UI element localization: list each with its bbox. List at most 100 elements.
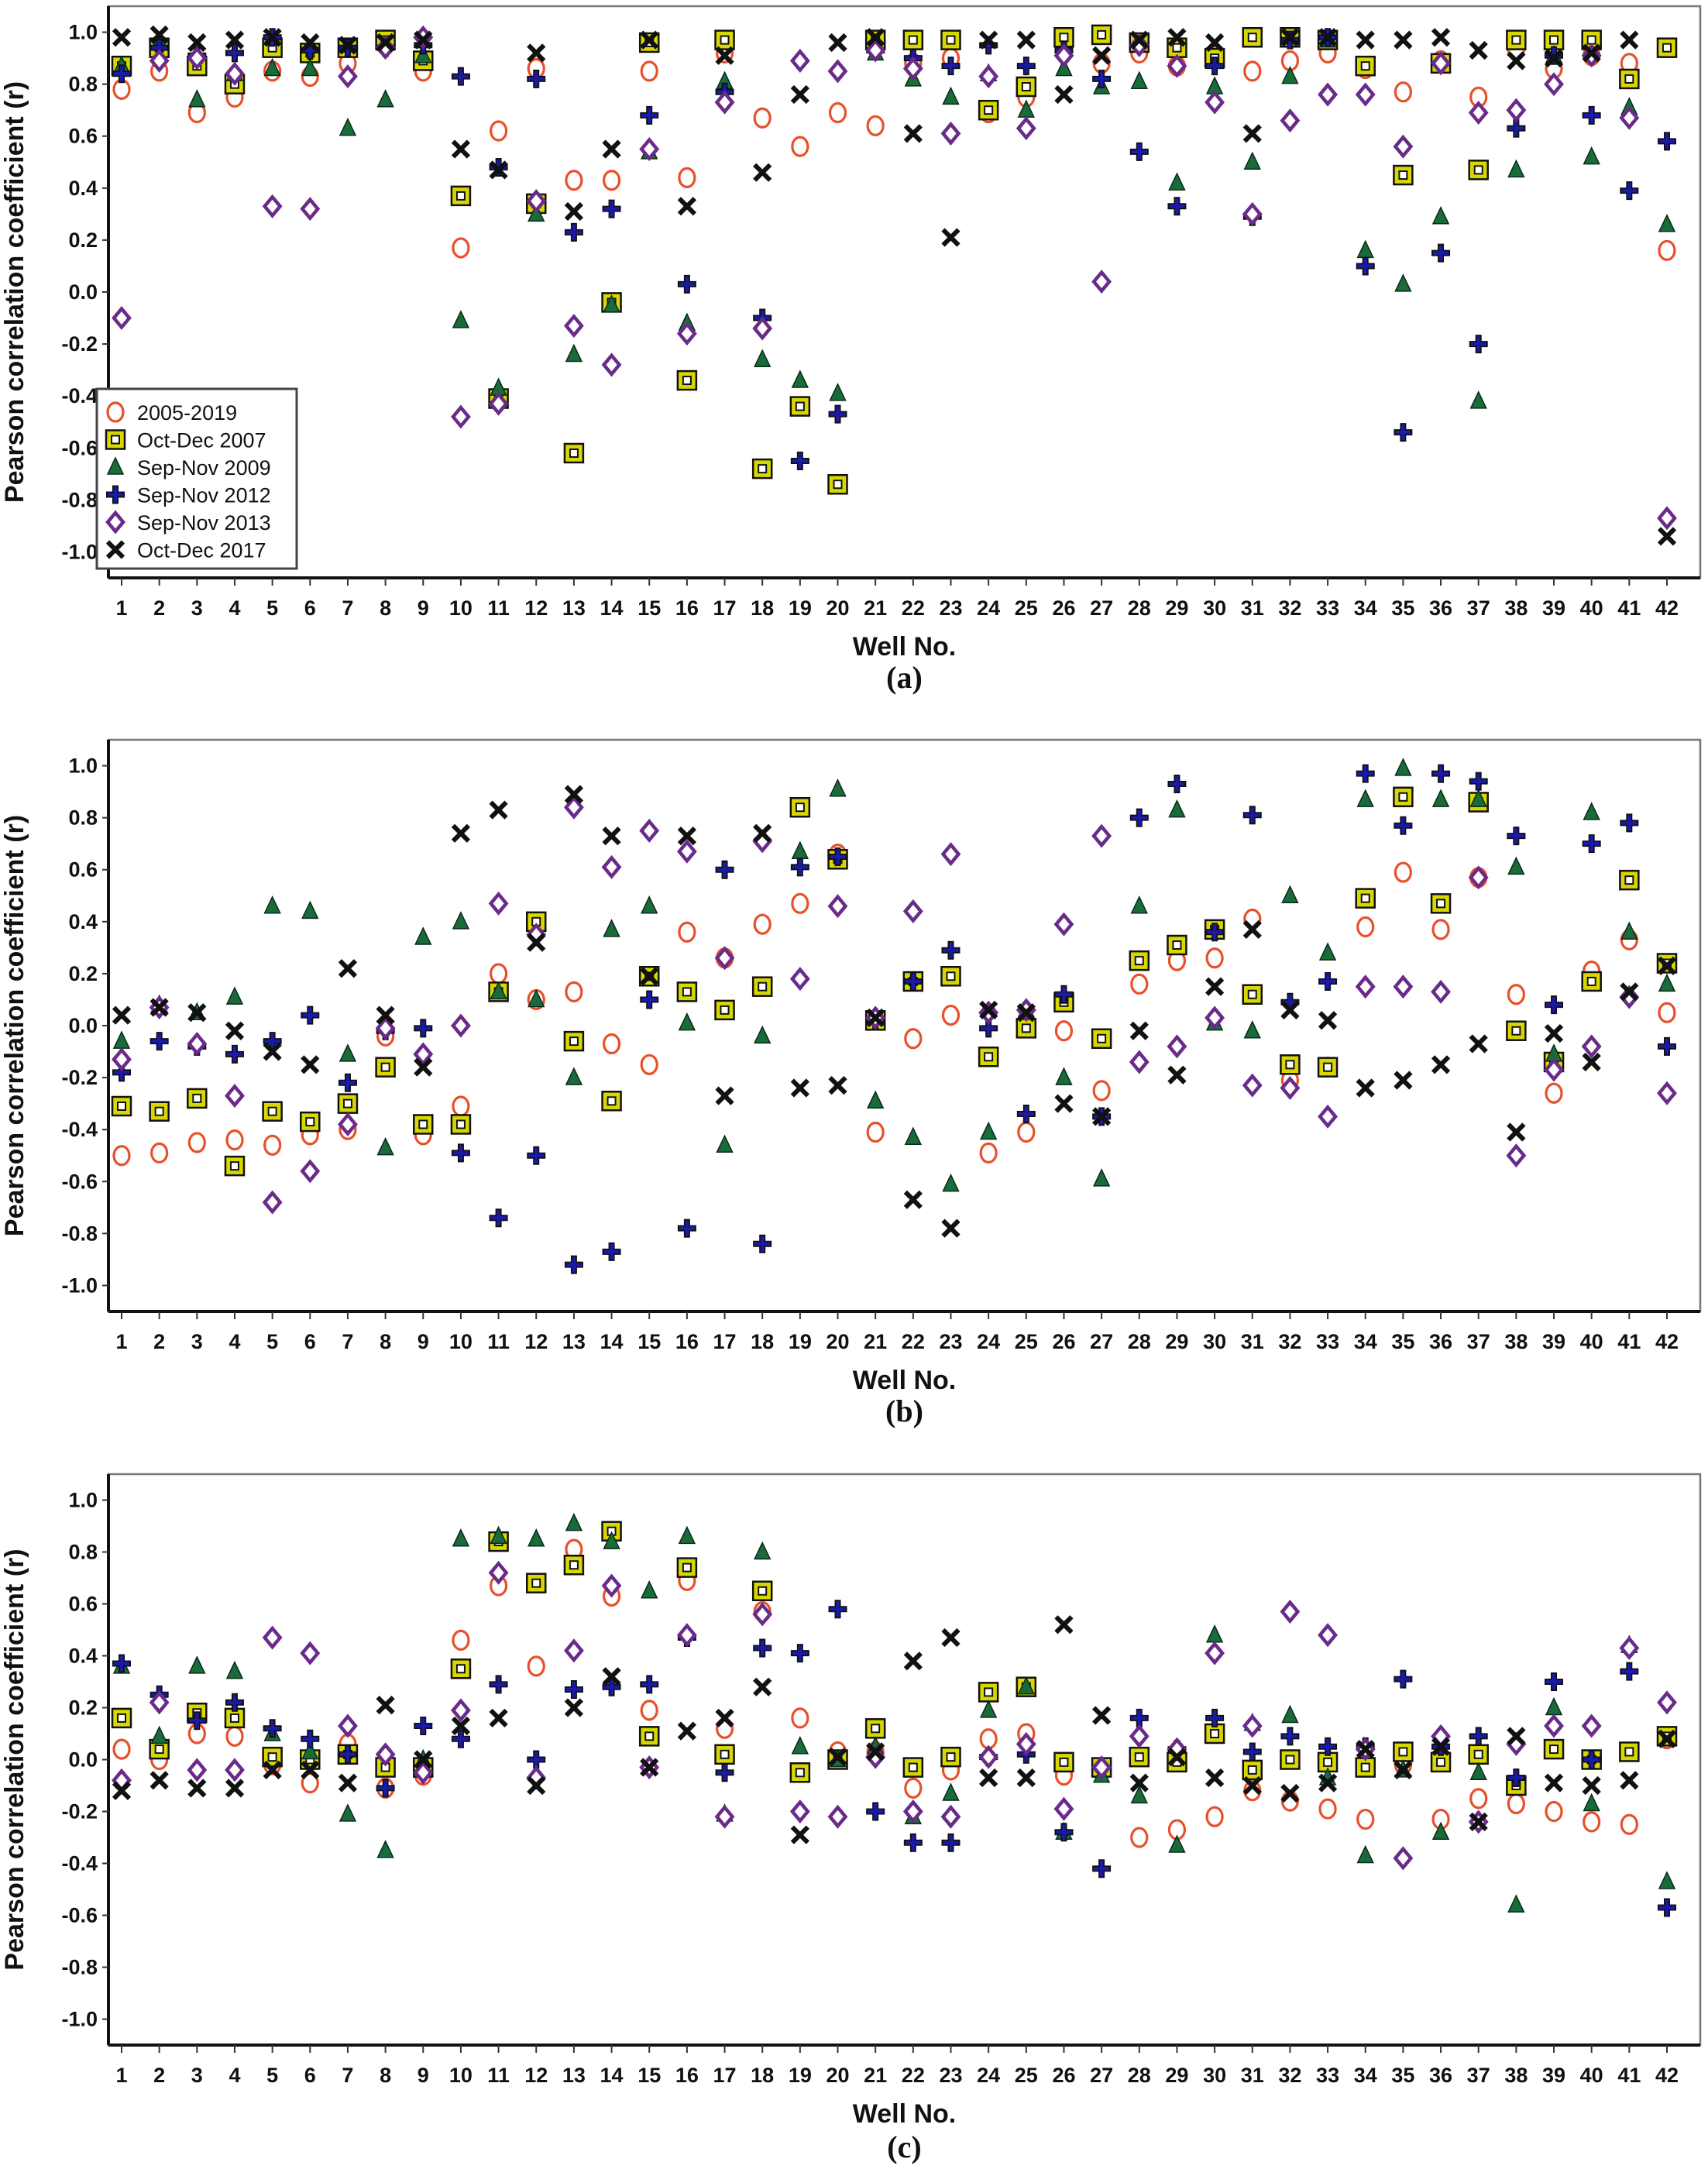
data-point	[262, 1190, 283, 1215]
x-tick-label: 18	[751, 1330, 774, 1353]
series-sn2009	[112, 758, 1676, 1192]
x-tick-label: 20	[826, 596, 849, 620]
data-point	[978, 1744, 999, 1769]
x-tick-label: 27	[1090, 1330, 1113, 1353]
x-tick-label: 24	[977, 596, 1000, 620]
x-tick-label: 14	[600, 2064, 624, 2087]
data-point	[1355, 55, 1376, 77]
data-point	[1318, 1104, 1339, 1129]
data-point	[111, 1707, 132, 1729]
data-point	[828, 1076, 847, 1095]
data-point	[1469, 789, 1487, 807]
data-point	[714, 90, 735, 115]
data-point	[1281, 65, 1299, 84]
data-point	[1582, 1775, 1601, 1796]
legend-item: Sep-Nov 2012	[106, 484, 271, 507]
data-point	[640, 1700, 658, 1721]
data-point	[639, 136, 660, 162]
x-tick-label: 19	[789, 596, 812, 620]
data-point	[1657, 956, 1677, 975]
data-point	[979, 1000, 998, 1019]
data-point	[603, 919, 620, 937]
data-point	[1469, 390, 1487, 409]
data-point	[753, 107, 772, 129]
data-point	[828, 404, 847, 424]
data-point	[1318, 1623, 1339, 1648]
data-point	[903, 124, 923, 143]
x-tick-label: 12	[524, 2064, 548, 2087]
x-tick-label: 29	[1165, 2064, 1188, 2087]
data-point	[338, 36, 358, 55]
data-point	[1620, 30, 1639, 50]
legend-marker-triangle-icon	[106, 456, 125, 475]
data-point	[563, 1638, 584, 1663]
data-point	[753, 163, 772, 182]
data-point	[789, 967, 810, 992]
data-point	[715, 1708, 734, 1728]
data-point	[527, 43, 546, 63]
data-point	[489, 120, 508, 142]
data-point	[903, 1652, 923, 1671]
data-point	[866, 1802, 885, 1821]
data-point	[565, 1512, 583, 1531]
data-point	[488, 391, 509, 416]
data-point	[225, 1779, 245, 1798]
x-tick-label: 17	[713, 2064, 737, 2087]
data-point	[1280, 1783, 1300, 1803]
data-point	[828, 847, 847, 866]
data-point	[452, 310, 470, 328]
data-point	[225, 986, 244, 1005]
data-point	[490, 1525, 507, 1545]
data-point	[413, 1760, 434, 1785]
data-point	[112, 28, 132, 47]
series-sn2013	[112, 25, 1677, 531]
data-point	[1091, 823, 1112, 848]
data-point	[677, 197, 696, 216]
series-od2017	[112, 25, 1677, 546]
data-point	[149, 48, 170, 73]
data-point	[979, 1121, 998, 1140]
data-point	[1544, 48, 1564, 68]
data-point	[790, 452, 809, 471]
data-point	[790, 1078, 809, 1098]
data-point	[942, 86, 960, 105]
data-point	[1054, 1094, 1074, 1113]
data-point	[527, 1775, 546, 1796]
y-tick-label: 0.2	[68, 229, 98, 252]
x-tick-label: 38	[1504, 596, 1528, 620]
data-point	[716, 1134, 734, 1153]
data-point	[677, 826, 696, 846]
data-point	[1394, 758, 1412, 776]
data-point	[903, 971, 923, 991]
data-point	[1053, 43, 1074, 68]
data-point	[300, 197, 321, 222]
x-tick-label: 22	[902, 596, 925, 620]
x-tick-label: 32	[1278, 2064, 1301, 2087]
data-point	[450, 1114, 472, 1135]
data-point	[1205, 977, 1225, 996]
legend: 2005-2019 Oct-Dec 2007 Sep-Nov 2009 Sep-Nov…	[95, 387, 298, 570]
y-tick-label: 0.0	[68, 1748, 98, 1772]
data-point	[1129, 1724, 1150, 1748]
y-tick-label: 1.0	[68, 1489, 98, 1512]
data-point	[902, 899, 923, 923]
data-point	[1620, 1771, 1639, 1790]
x-tick-label: 9	[418, 2064, 429, 2087]
data-point	[978, 64, 999, 89]
data-point	[1393, 786, 1414, 808]
x-tick-label: 19	[789, 1330, 812, 1353]
y-tick-label: 1.0	[68, 755, 98, 778]
data-point	[902, 1799, 923, 1824]
x-tick-label: 20	[826, 2064, 849, 2087]
data-point	[979, 1700, 998, 1718]
x-tick-label: 31	[1241, 1330, 1264, 1353]
data-point	[789, 796, 811, 818]
data-point	[1507, 1768, 1526, 1787]
data-point	[1130, 1785, 1148, 1804]
data-point	[751, 1580, 773, 1601]
y-tick-label: 0.4	[68, 1645, 98, 1668]
x-tick-label: 21	[864, 2064, 887, 2087]
data-point	[866, 28, 885, 47]
data-point	[789, 48, 810, 73]
y-tick-label: -1.0	[61, 1274, 98, 1297]
